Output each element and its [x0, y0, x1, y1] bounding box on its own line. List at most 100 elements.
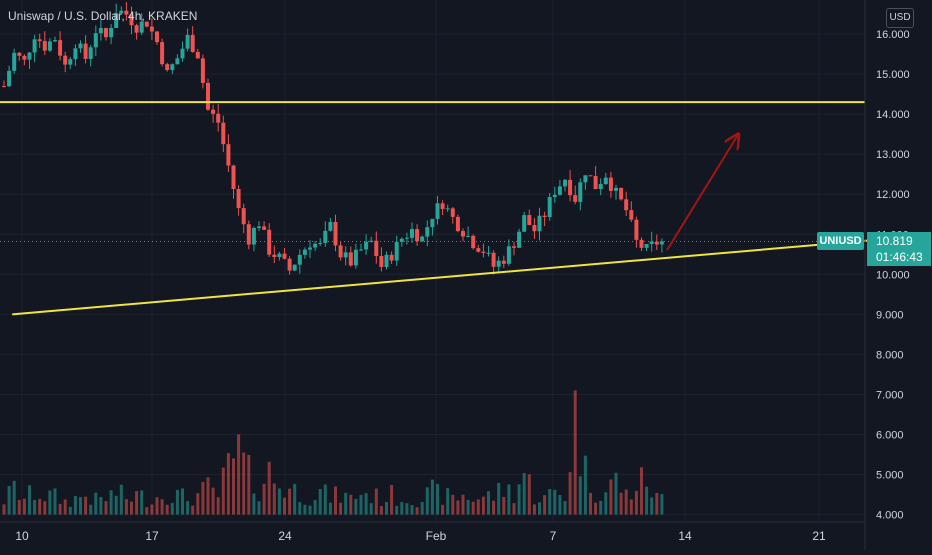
volume-bar	[655, 492, 659, 515]
candle-body	[410, 229, 414, 238]
candle-body	[420, 236, 425, 242]
candle-body	[63, 55, 68, 65]
support-trendline[interactable]	[12, 239, 872, 316]
candle-body	[588, 175, 593, 177]
volume-bar	[73, 495, 77, 515]
symbol-title[interactable]: Uniswap / U.S. Dollar, 4h, KRAKEN	[8, 9, 198, 23]
volume-bar	[374, 488, 378, 515]
volume-bar	[405, 503, 409, 515]
candle-body	[353, 249, 358, 266]
candle-body	[78, 43, 83, 49]
candle-body	[557, 186, 562, 195]
candle-body	[481, 251, 486, 253]
volume-bar	[410, 505, 414, 515]
volume-bar	[165, 504, 169, 515]
volume-bar	[369, 503, 373, 515]
y-tick-label: 10.000	[876, 269, 910, 281]
candle-body	[384, 254, 389, 267]
candle-body	[308, 247, 312, 250]
candle-body	[32, 39, 37, 53]
candle-body	[257, 226, 261, 229]
volume-bar	[589, 492, 592, 515]
volume-bar	[216, 497, 220, 515]
volume-bar	[379, 506, 383, 515]
volume-bar	[84, 496, 88, 515]
candle-body	[593, 176, 598, 190]
volume-bar	[481, 496, 485, 515]
volume-bar	[553, 489, 557, 515]
volume-bar	[211, 487, 215, 515]
candle-body	[359, 249, 363, 251]
volume-bar	[507, 484, 511, 515]
price-candles	[2, 2, 664, 275]
candle-body	[185, 34, 190, 49]
volume-bar	[471, 501, 475, 515]
x-tick-label: 10	[15, 529, 29, 543]
volume-bar	[79, 497, 82, 515]
volume-bar	[594, 502, 598, 515]
candle-body	[83, 43, 88, 59]
y-tick-label: 12.000	[876, 189, 910, 201]
candle-body	[501, 260, 506, 264]
x-tick-label: 24	[278, 529, 292, 543]
volume-bar	[104, 501, 108, 515]
volume-bar	[492, 500, 496, 515]
candle-body	[603, 177, 608, 185]
candle-body	[98, 28, 103, 34]
volume-bar	[53, 488, 57, 515]
candle-body	[491, 252, 496, 267]
bullish-arrow[interactable]	[666, 134, 738, 251]
volume-bar	[293, 484, 297, 515]
candle-body	[649, 241, 654, 244]
volume-bar	[451, 494, 455, 515]
volume-bar	[578, 476, 582, 515]
time-axis[interactable]: 10 17 24 Feb 7 14 21	[0, 521, 865, 543]
candle-body	[216, 113, 221, 123]
volume-bar	[221, 467, 225, 515]
volume-bar	[573, 390, 577, 515]
candle-body	[323, 230, 328, 244]
candle-body	[42, 41, 47, 51]
candle-body	[282, 253, 287, 259]
grid-lines	[0, 0, 865, 522]
volume-bar	[425, 487, 429, 515]
y-tick-label: 4.000	[876, 510, 904, 522]
candle-body	[226, 144, 231, 166]
drawings[interactable]	[0, 101, 872, 316]
volume-bar	[145, 507, 149, 515]
candle-body	[180, 48, 185, 59]
volume-bar	[487, 491, 490, 515]
candle-body	[471, 235, 476, 249]
candle-body	[27, 52, 32, 60]
y-tick-label: 5.000	[876, 470, 904, 482]
candle-body	[236, 189, 241, 209]
volume-bar	[68, 506, 72, 515]
candle-body	[328, 221, 333, 231]
candle-body	[109, 27, 114, 38]
candle-body	[149, 26, 154, 32]
y-tick-label: 6.000	[876, 430, 904, 442]
candle-body	[195, 51, 200, 59]
y-tick-label: 8.000	[876, 349, 904, 361]
candle-body	[37, 39, 42, 42]
candle-body	[537, 215, 542, 232]
candle-body	[379, 255, 384, 267]
price-axis[interactable]: 16.00015.00014.00013.00012.00011.00010.0…	[864, 0, 910, 550]
candle-body	[124, 10, 129, 15]
volume-bar	[563, 501, 567, 515]
candle-body	[272, 254, 277, 258]
volume-bar	[441, 504, 445, 515]
candle-body	[302, 249, 307, 255]
candle-body	[644, 243, 649, 248]
candle-body	[2, 86, 6, 88]
y-tick-label: 7.000	[876, 389, 904, 401]
volume-bar	[181, 488, 184, 515]
volume-bar	[604, 492, 608, 515]
bar-countdown: 01:46:43	[876, 250, 923, 264]
currency-button[interactable]: USD	[886, 8, 914, 28]
volume-bar	[247, 454, 251, 515]
candle-body	[17, 52, 22, 56]
volume-bar	[63, 499, 67, 515]
